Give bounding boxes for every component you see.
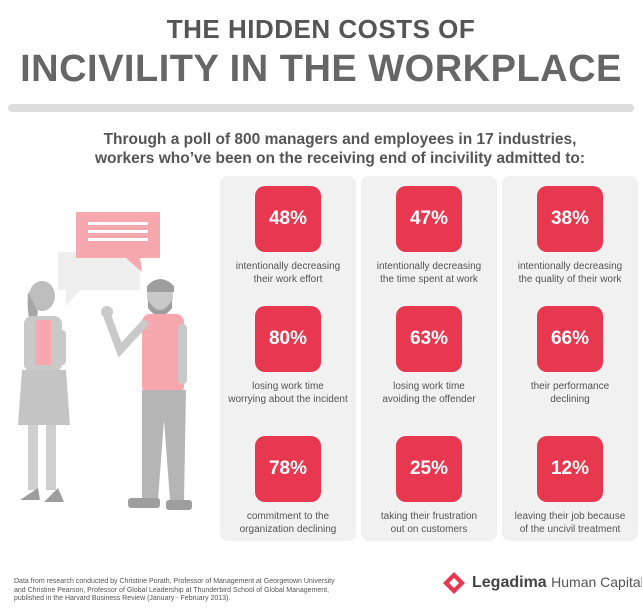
logo-mark-icon <box>443 572 465 594</box>
stat-item: 47% intentionally decreasing the time spe… <box>354 186 504 286</box>
intro-line-2: workers who’ve been on the receiving end… <box>94 150 586 167</box>
stat-label: losing work time avoiding the offender <box>382 381 476 405</box>
stat-value: 47% <box>396 186 462 252</box>
title-line-2: INCIVILITY IN THE WORKPLACE <box>20 48 622 90</box>
brand-sub: Human Capital <box>551 574 642 590</box>
stat-item: 25% taking their frustration out on custo… <box>354 436 504 536</box>
stat-value: 66% <box>537 306 603 372</box>
speech-bubble-back-icon <box>58 252 140 306</box>
stat-item: 63% losing work time avoiding the offende… <box>354 306 504 406</box>
speech-bubble-front-icon <box>76 212 160 272</box>
stat-label: losing work time worrying about the incid… <box>228 381 348 405</box>
stat-value: 25% <box>396 436 462 502</box>
title-divider <box>8 104 634 112</box>
stat-value: 48% <box>255 186 321 252</box>
stat-label: leaving their job because of the uncivil … <box>514 511 626 535</box>
source-note: Data from research conducted by Christin… <box>14 578 335 602</box>
man-figure-icon <box>101 279 192 510</box>
stat-label: commitment to the organization declining <box>239 511 337 535</box>
stat-label: taking their frustration out on customers <box>380 511 478 535</box>
stat-value: 12% <box>537 436 603 502</box>
stat-item: 66% their performance declining <box>495 306 642 406</box>
conversation-illustration <box>18 212 192 510</box>
brand-logo: Legadima Human Capital <box>442 571 642 595</box>
stat-item: 48% intentionally decreasing their work e… <box>213 186 363 286</box>
stat-label: intentionally decreasing the time spent a… <box>376 261 482 285</box>
stat-item: 38% intentionally decreasing the quality … <box>495 186 642 286</box>
brand-name: Legadima <box>472 574 547 591</box>
stat-value: 38% <box>537 186 603 252</box>
stat-item: 12% leaving their job because of the unci… <box>495 436 642 536</box>
stat-label: intentionally decreasing the quality of t… <box>517 261 623 285</box>
stat-value: 80% <box>255 306 321 372</box>
woman-figure-icon <box>18 281 70 502</box>
stat-label: intentionally decreasing their work effor… <box>235 261 341 285</box>
stat-label: their performance declining <box>530 381 610 405</box>
title-line-1: THE HIDDEN COSTS OF <box>166 14 476 44</box>
intro-line-1: Through a poll of 800 managers and emplo… <box>103 131 577 148</box>
stat-item: 78% commitment to the organization declin… <box>213 436 363 536</box>
stat-item: 80% losing work time worrying about the i… <box>213 306 363 406</box>
intro-text: Through a poll of 800 managers and emplo… <box>60 130 620 168</box>
stat-value: 78% <box>255 436 321 502</box>
stat-value: 63% <box>396 306 462 372</box>
